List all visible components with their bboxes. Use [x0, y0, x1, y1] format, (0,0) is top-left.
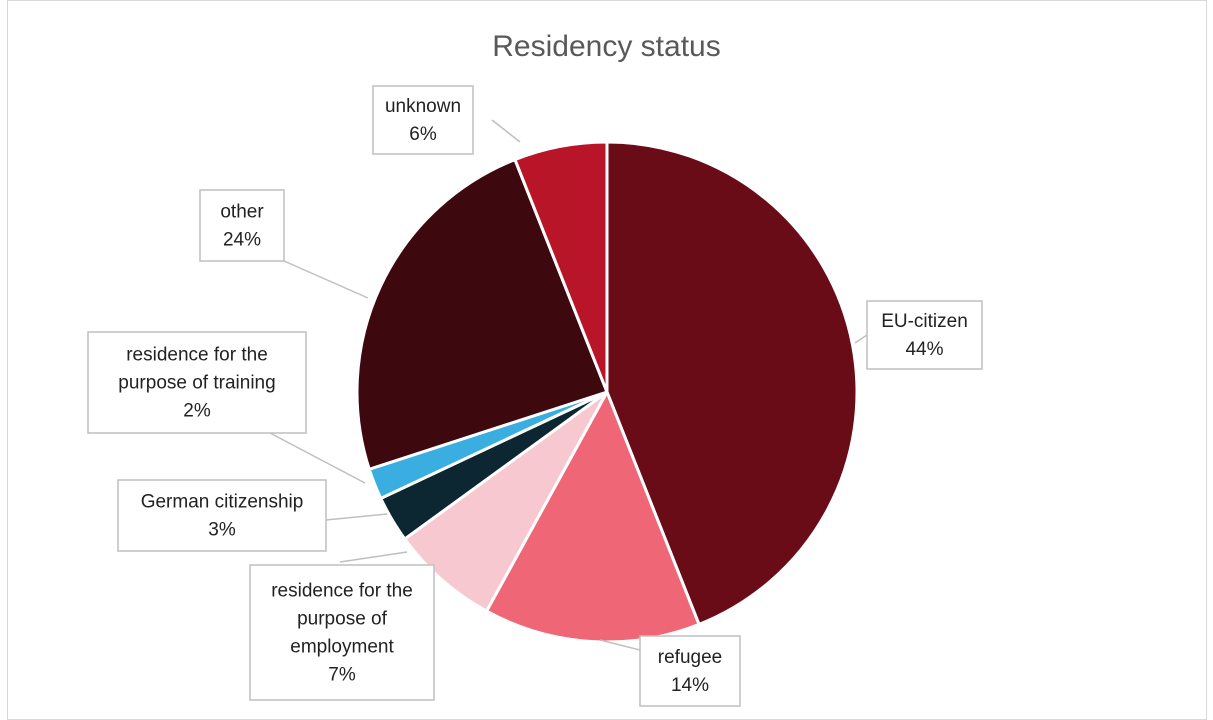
- data-label-category: unknown: [385, 96, 461, 117]
- data-label-category: residence for the: [126, 345, 268, 366]
- data-label-value: 2%: [183, 401, 211, 422]
- data-label-residence-for-the-purpose-of-employment: residence for the purpose of employment 7%: [249, 564, 435, 701]
- data-label-box: [639, 635, 741, 707]
- pie-slice-eu-citizen: [605, 140, 859, 626]
- pie-slice-residence-for-the-purpose-of-employment: [403, 390, 609, 613]
- data-label-eu-citizen: EU-citizen 44%: [866, 300, 983, 370]
- data-label-box: [199, 189, 285, 262]
- data-label-category: residence for the: [271, 581, 413, 602]
- data-labels: EU-citizen 44% refugee 14% residence for the…: [87, 85, 983, 707]
- leader-line: [269, 432, 366, 484]
- data-label-value: 24%: [223, 230, 261, 251]
- pie-slices: [355, 140, 859, 644]
- data-label-other: other 24%: [199, 189, 285, 262]
- data-label-value: 7%: [328, 665, 356, 686]
- leader-line: [854, 334, 868, 344]
- data-label-box: [87, 331, 307, 434]
- data-label-unknown: unknown 6%: [372, 85, 474, 155]
- data-label-box: [117, 479, 327, 552]
- data-label-german-citizenship: German citizenship 3%: [117, 479, 327, 552]
- leader-line: [491, 119, 521, 143]
- data-label-refugee: refugee 14%: [639, 635, 741, 707]
- data-label-value: 14%: [671, 675, 709, 696]
- pie-slice-unknown: [513, 140, 609, 394]
- data-label-value: 3%: [208, 520, 236, 541]
- data-label-category: other: [220, 202, 264, 223]
- pie-slice-refugee: [485, 390, 701, 644]
- leader-line: [599, 639, 641, 651]
- data-label-category: German citizenship: [141, 492, 304, 513]
- chart-title: Residency status: [492, 30, 721, 63]
- leader-line: [339, 551, 408, 563]
- data-label-category: EU-citizen: [881, 311, 968, 332]
- data-label-category: purpose of training: [118, 373, 275, 394]
- data-label-category: employment: [290, 637, 394, 658]
- data-label-category: refugee: [658, 647, 722, 668]
- data-label-box: [372, 85, 474, 155]
- leader-line: [283, 260, 369, 299]
- data-label-category: purpose of: [297, 609, 388, 630]
- data-label-box: [866, 300, 983, 370]
- leader-line: [325, 513, 388, 521]
- data-label-residence-for-the-purpose-of-training: residence for the purpose of training 2%: [87, 331, 307, 434]
- leader-lines: [269, 119, 868, 651]
- data-label-box: [249, 564, 435, 701]
- data-label-value: 44%: [905, 339, 943, 360]
- data-label-value: 6%: [409, 124, 437, 145]
